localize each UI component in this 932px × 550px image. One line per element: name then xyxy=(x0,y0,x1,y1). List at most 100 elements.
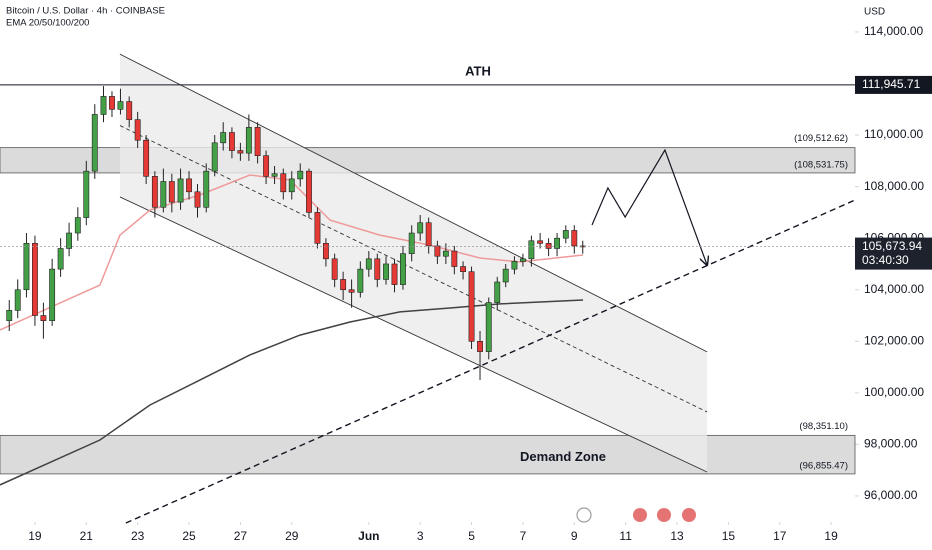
candle-body xyxy=(168,181,175,203)
candle-body xyxy=(288,178,295,193)
ath-tag xyxy=(855,75,932,94)
candle-body xyxy=(357,268,364,293)
x-tick-label: 7 xyxy=(520,529,527,543)
x-tick-label: 15 xyxy=(722,529,736,543)
plot-area xyxy=(0,31,859,525)
candle-body xyxy=(519,258,526,262)
x-tick-label: 23 xyxy=(131,529,145,543)
demand-zone-label: Demand Zone xyxy=(520,449,606,464)
candle-body xyxy=(186,178,192,193)
candle-body xyxy=(322,243,329,260)
event-icons xyxy=(576,507,696,523)
candle-body xyxy=(220,132,227,144)
candle-body xyxy=(442,250,449,257)
candle-body xyxy=(340,279,347,291)
candle-body xyxy=(477,340,483,352)
x-tick-label: 19 xyxy=(824,529,838,543)
zone-bottom-label: (96,855.47) xyxy=(799,460,848,471)
y-tick-label: 96,000.00 xyxy=(864,488,918,502)
y-tick-label: 108,000.00 xyxy=(864,179,924,193)
candle-body xyxy=(66,232,73,249)
candle-body xyxy=(271,173,278,177)
candle-body xyxy=(297,170,304,180)
x-tick-label: 3 xyxy=(417,529,424,543)
demand-zone xyxy=(0,434,856,475)
candle-body xyxy=(6,310,13,321)
candle-body xyxy=(74,217,81,234)
candle-body xyxy=(537,240,544,244)
last-price-tag xyxy=(855,237,932,270)
candle-body xyxy=(280,173,287,193)
candle-body xyxy=(511,261,518,270)
y-tick-label: 104,000.00 xyxy=(864,282,924,296)
x-tick-label: 27 xyxy=(234,529,248,543)
candle-body xyxy=(571,230,578,247)
ema-line xyxy=(0,299,584,486)
x-tick-label: Jun xyxy=(358,529,379,543)
candle-body xyxy=(83,170,90,218)
y-axis-label: USD xyxy=(864,7,885,18)
last-price-label: 105,673.94 xyxy=(862,239,922,253)
candle-body xyxy=(14,289,21,311)
x-tick-label: 21 xyxy=(80,529,94,543)
candle-body xyxy=(400,253,406,285)
candle-body xyxy=(485,302,492,352)
x-tick-label: 25 xyxy=(182,529,196,543)
x-tick-label: 17 xyxy=(773,529,787,543)
x-tick-label: 11 xyxy=(619,529,632,543)
candle-body xyxy=(194,191,201,208)
trendline xyxy=(125,199,856,524)
candle-body xyxy=(417,222,424,234)
candle-body xyxy=(408,232,415,254)
candle-body xyxy=(117,101,124,110)
x-tick-label: 29 xyxy=(285,529,299,543)
chart-title: Bitcoin / U.S. Dollar · 4h · COINBASE xyxy=(6,6,165,17)
x-tick-label: 9 xyxy=(571,529,578,543)
candle-body xyxy=(177,178,184,203)
candle-body xyxy=(32,243,38,316)
candle-body xyxy=(374,258,381,280)
candle-body xyxy=(434,245,441,257)
candle-body xyxy=(160,181,167,208)
candle-body xyxy=(494,281,501,303)
candle-body xyxy=(314,212,321,244)
zone-top-label: (98,351.10) xyxy=(799,421,848,432)
candle-body xyxy=(203,170,210,208)
candle-body xyxy=(545,243,552,249)
zone-top-label: (109,512.62) xyxy=(794,133,848,144)
channel-middle xyxy=(119,125,708,413)
countdown-label: 03:40:30 xyxy=(862,253,909,267)
x-tick-label: 19 xyxy=(28,529,42,543)
candle-body xyxy=(425,222,432,247)
x-tick-label: 13 xyxy=(670,529,684,543)
candle-body xyxy=(348,289,355,293)
projection-path xyxy=(591,148,707,265)
candle-body xyxy=(40,315,47,321)
ath-label: ATH xyxy=(465,63,491,78)
zone-bottom-label: (108,531.75) xyxy=(794,159,848,170)
candle-body xyxy=(143,139,150,177)
candle-body xyxy=(100,96,107,115)
candle-body xyxy=(306,170,312,213)
ath-tag-label: 111,945.71 xyxy=(862,77,921,91)
y-tick-label: 114,000.00 xyxy=(864,24,923,38)
candle-body xyxy=(528,240,535,260)
channel-upper xyxy=(119,53,708,353)
candle-body xyxy=(554,237,561,249)
candle-body xyxy=(451,250,458,267)
y-tick-label: 110,000.00 xyxy=(864,127,923,141)
candle-body xyxy=(383,263,389,280)
candle-body xyxy=(228,132,235,151)
candle-body xyxy=(57,248,64,270)
candle-body xyxy=(245,127,252,154)
candle-body xyxy=(109,96,115,110)
x-tick-label: 5 xyxy=(468,529,475,543)
candle-body xyxy=(91,114,98,172)
candle-body xyxy=(151,176,158,208)
candle-body xyxy=(460,266,466,272)
candle-body xyxy=(237,150,244,154)
candle-body xyxy=(502,268,509,283)
candle-body xyxy=(263,155,270,177)
channel-lower xyxy=(119,196,708,473)
